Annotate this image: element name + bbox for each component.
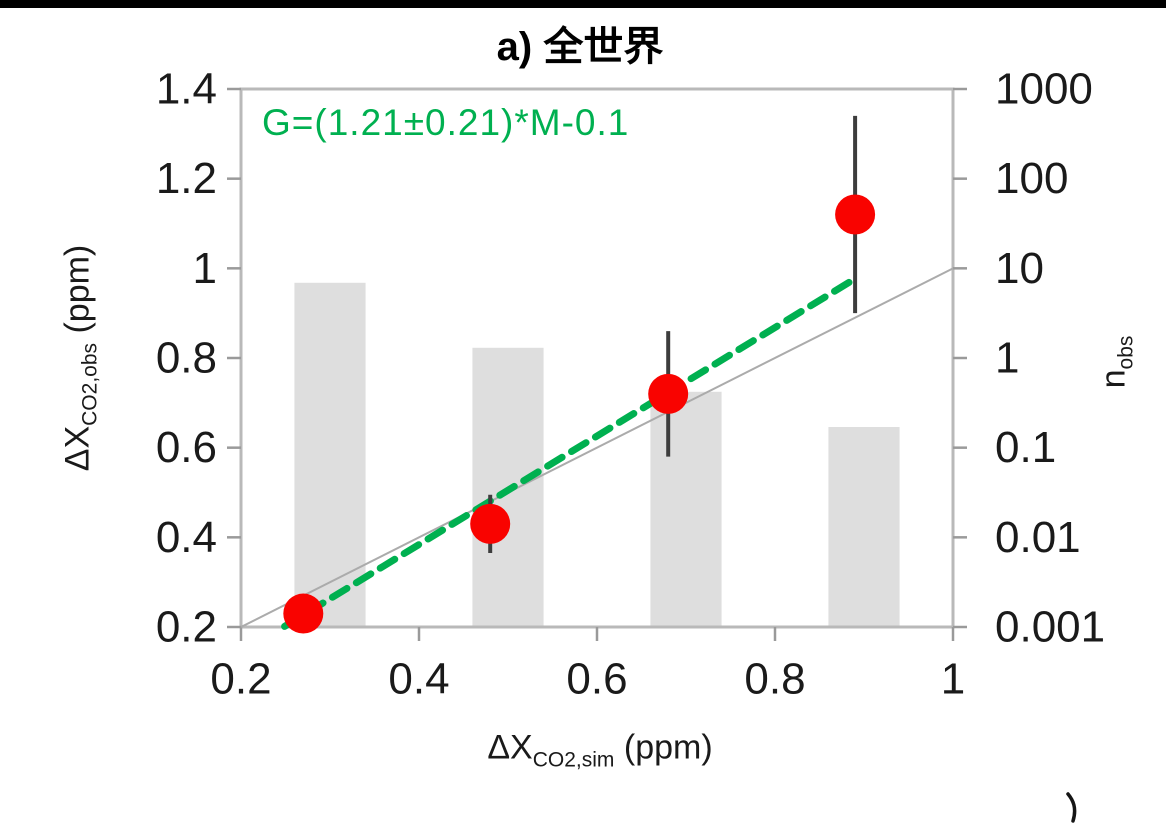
x-tick-label: 0.4 bbox=[388, 655, 449, 704]
y-left-tick-label: 1.4 bbox=[156, 65, 217, 114]
y-right-tick-label: 0.001 bbox=[995, 603, 1105, 652]
x-tick-label: 0.6 bbox=[566, 655, 627, 704]
x-axis-title: ΔXCO2,sim (ppm) bbox=[487, 728, 713, 772]
x-title-sub: CO2,sim bbox=[532, 748, 615, 772]
histogram-bar bbox=[828, 427, 900, 627]
y-right-tick-label: 1 bbox=[995, 334, 1019, 383]
y-left-tick-label: 1 bbox=[193, 244, 217, 293]
fit-line bbox=[281, 276, 856, 630]
y-right-tick-label: 0.01 bbox=[995, 513, 1081, 562]
fit-equation-label: G=(1.21±0.21)*M-0.1 bbox=[262, 102, 630, 143]
y-left-title-rest: (ppm) bbox=[58, 244, 97, 343]
x-title-rest: (ppm) bbox=[614, 728, 713, 767]
scatter-point bbox=[283, 593, 324, 634]
y-right-tick-label: 1000 bbox=[995, 65, 1093, 114]
y-left-title-sub: CO2,obs bbox=[78, 342, 102, 426]
y-left-tick-label: 0.4 bbox=[156, 513, 217, 562]
x-tick-label: 0.2 bbox=[210, 655, 271, 704]
x-title-main: ΔX bbox=[487, 728, 533, 767]
top-border-strip bbox=[0, 0, 1166, 8]
histogram-bar bbox=[650, 391, 722, 627]
y-axis-left-title: ΔXCO2,obs (ppm) bbox=[58, 244, 102, 472]
x-tick-label: 0.8 bbox=[744, 655, 805, 704]
y-left-title-main: ΔX bbox=[58, 425, 97, 472]
identity-line bbox=[240, 267, 954, 628]
y-axis-right-title: nobs bbox=[1094, 336, 1138, 389]
y-left-tick-label: 1.2 bbox=[156, 154, 217, 203]
scatter-point bbox=[648, 373, 689, 414]
y-right-tick-label: 10 bbox=[995, 244, 1044, 293]
y-right-title-main: n bbox=[1094, 369, 1133, 389]
y-right-title-sub: obs bbox=[1114, 335, 1138, 370]
x-tick-label: 1 bbox=[941, 655, 965, 704]
y-left-tick-label: 0.6 bbox=[156, 423, 217, 472]
scatter-point bbox=[835, 194, 876, 235]
histogram-bar bbox=[294, 282, 366, 627]
scatter-point bbox=[470, 503, 511, 544]
y-right-tick-label: 0.1 bbox=[995, 423, 1056, 472]
chart-title: a) 全世界 bbox=[496, 25, 664, 69]
y-right-tick-label: 100 bbox=[995, 154, 1068, 203]
y-left-tick-label: 0.8 bbox=[156, 334, 217, 383]
stray-mark bbox=[1066, 792, 1077, 823]
y-left-tick-label: 0.2 bbox=[156, 603, 217, 652]
stray-mark-path bbox=[1066, 792, 1077, 823]
